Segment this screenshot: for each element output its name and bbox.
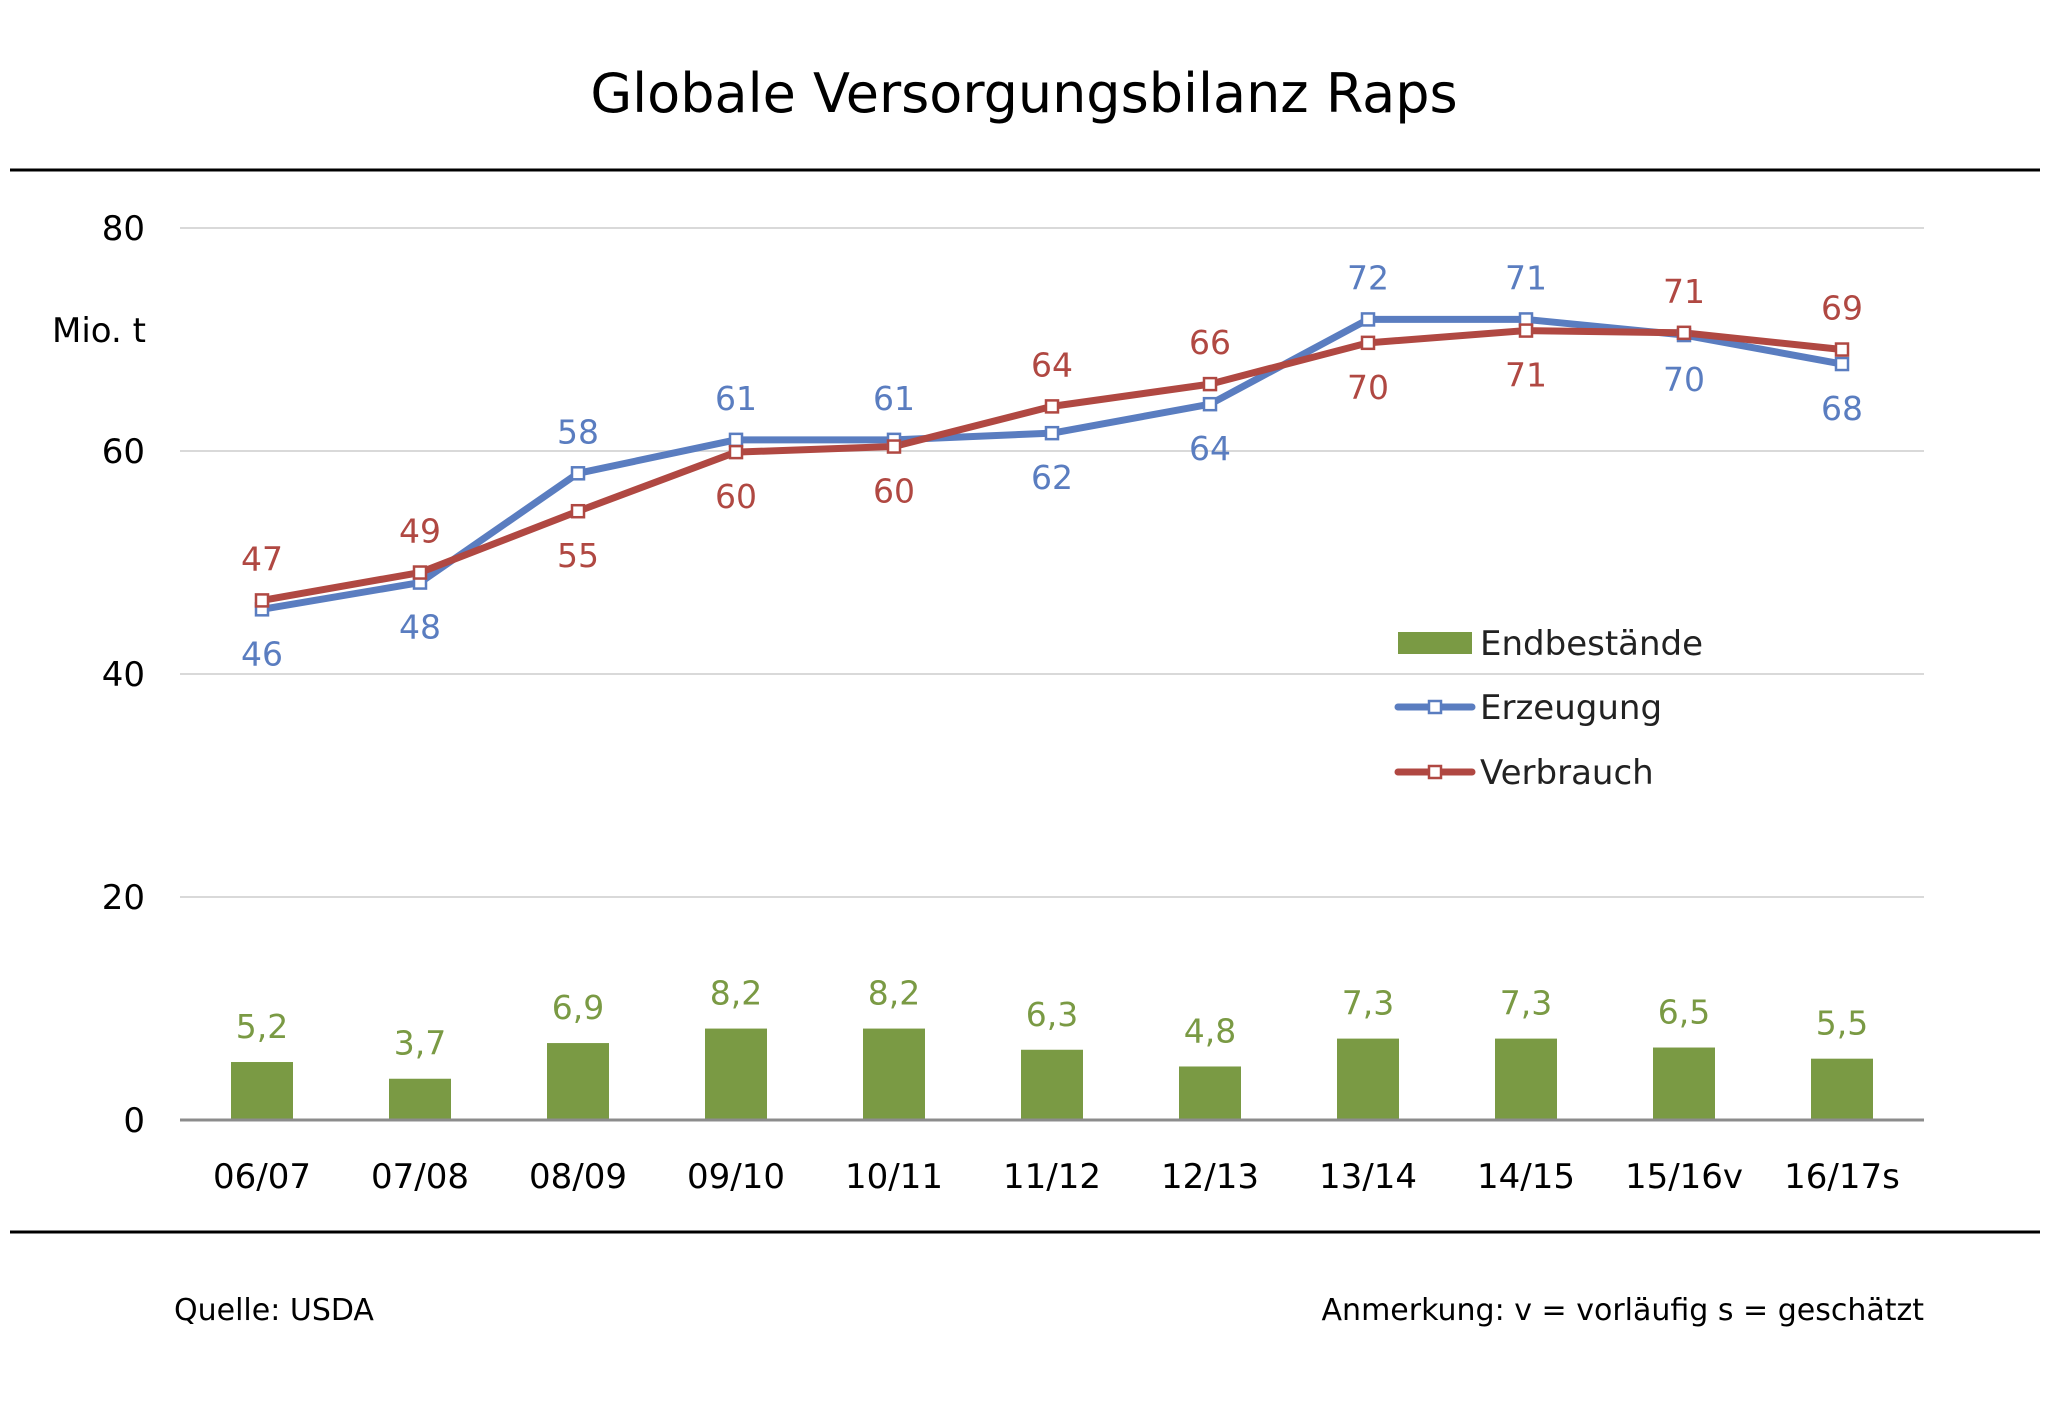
- marker-verbrauch: [570, 503, 586, 519]
- legend-swatch-endbestaende: [1398, 632, 1472, 654]
- bar-data-label: 6,3: [1026, 995, 1078, 1034]
- legend-label-endbestaende: Endbestände: [1480, 624, 1703, 664]
- line-data-label-erzeugung: 64: [1189, 429, 1231, 468]
- y-tick-label: 0: [123, 1101, 145, 1141]
- bar-data-label: 6,9: [552, 988, 604, 1027]
- line-data-label-erzeugung: 48: [399, 608, 441, 647]
- legend-label-erzeugung: Erzeugung: [1480, 688, 1662, 728]
- bar-data-label: 6,5: [1658, 993, 1710, 1032]
- bar-data-label: 7,3: [1342, 984, 1394, 1023]
- x-axis: 06/07 07/08 08/09 09/10 10/11 11/12 12/13 13/14…: [180, 1118, 1924, 1197]
- marker-verbrauch: [254, 593, 270, 608]
- line-data-label-erzeugung: 61: [715, 379, 757, 418]
- line-data-label-erzeugung: 71: [1505, 258, 1547, 297]
- marker-verbrauch: [728, 444, 744, 460]
- gridlines: [180, 227, 1924, 898]
- line-data-label-verbrauch: 55: [557, 536, 599, 575]
- line-data-label-verbrauch: 69: [1821, 289, 1863, 328]
- x-tick-label: 13/14: [1319, 1157, 1417, 1197]
- bar-data-label: 3,7: [394, 1024, 446, 1063]
- legend-marker-erzeugung: [1427, 699, 1443, 715]
- bar-endbestaende: [1653, 1047, 1715, 1120]
- line-data-label-erzeugung: 72: [1347, 258, 1389, 297]
- line-data-label-erzeugung: 58: [557, 412, 599, 451]
- line-data-label-erzeugung: 68: [1821, 389, 1863, 428]
- y-tick-label: 60: [102, 432, 145, 472]
- marker-verbrauch: [1044, 399, 1060, 414]
- bar-endbestaende: [863, 1028, 925, 1120]
- bar-endbestaende: [231, 1062, 293, 1120]
- marker-erzeugung: [728, 432, 744, 448]
- y-axis-ticks: 0 20 40 60 80: [102, 209, 145, 1141]
- line-data-label-verbrauch: 60: [715, 477, 757, 516]
- x-tick-label: 06/07: [213, 1157, 311, 1197]
- legend-marker-verbrauch: [1427, 764, 1443, 780]
- legend: Endbestände Erzeugung Verbrauch: [1394, 624, 1703, 793]
- series-lines: [254, 312, 1850, 617]
- line-data-label-erzeugung: 46: [241, 634, 283, 673]
- marker-verbrauch: [1676, 325, 1692, 341]
- line-data-label-erzeugung: 70: [1663, 360, 1705, 399]
- bar-endbestaende: [1337, 1038, 1399, 1120]
- x-tick-label: 08/09: [529, 1157, 627, 1197]
- marker-erzeugung: [1202, 396, 1218, 412]
- bar-endbestaende: [547, 1043, 609, 1120]
- line-data-label-verbrauch: 47: [241, 539, 283, 578]
- bar-endbestaende: [1179, 1066, 1241, 1120]
- x-tick-label: 15/16v: [1625, 1157, 1743, 1197]
- line-data-label-erzeugung: 62: [1031, 458, 1073, 497]
- bar-endbestaende: [1021, 1049, 1083, 1120]
- bar-endbestaende: [389, 1078, 451, 1120]
- chart-title: Globale Versorgungsbilanz Raps: [590, 62, 1457, 125]
- line-data-label-verbrauch: 71: [1663, 272, 1705, 311]
- marker-verbrauch: [1202, 376, 1218, 392]
- marker-erzeugung: [570, 466, 586, 481]
- line-data-label-verbrauch: 60: [873, 472, 915, 511]
- x-tick-label: 10/11: [845, 1157, 943, 1197]
- marker-verbrauch: [1360, 335, 1376, 351]
- bar-endbestaende: [705, 1028, 767, 1120]
- marker-verbrauch: [1834, 342, 1850, 357]
- bar-endbestaende: [1811, 1058, 1873, 1120]
- marker-erzeugung: [1044, 425, 1060, 441]
- line-data-label-verbrauch: 71: [1505, 356, 1547, 395]
- marker-erzeugung: [1360, 312, 1376, 327]
- line-data-label-verbrauch: 66: [1189, 323, 1231, 362]
- bar-data-label: 4,8: [1184, 1011, 1236, 1050]
- y-tick-label: 40: [102, 655, 145, 695]
- y-axis-unit-label: Mio. t: [52, 311, 146, 351]
- line-data-label-verbrauch: 49: [399, 512, 441, 551]
- source-note: Quelle: USDA: [174, 1293, 374, 1328]
- bar-endbestaende: [1495, 1038, 1557, 1120]
- y-tick-label: 80: [102, 209, 145, 249]
- x-tick-label: 11/12: [1003, 1157, 1101, 1197]
- bar-data-label: 5,2: [236, 1007, 288, 1046]
- x-tick-label: 16/17s: [1784, 1157, 1900, 1197]
- bar-data-label: 8,2: [868, 974, 920, 1013]
- marker-erzeugung: [1834, 356, 1850, 372]
- legend-label-verbrauch: Verbrauch: [1480, 753, 1654, 793]
- bar-data-label: 5,5: [1816, 1004, 1868, 1043]
- marker-verbrauch: [1518, 323, 1534, 338]
- y-tick-label: 20: [102, 878, 145, 918]
- line-data-label-erzeugung: 61: [873, 379, 915, 418]
- line-data-label-verbrauch: 70: [1347, 368, 1389, 407]
- bar-data-label: 7,3: [1500, 984, 1552, 1023]
- marker-verbrauch: [412, 565, 428, 580]
- annotation-note: Anmerkung: v = vorläufig s = geschätzt: [1322, 1293, 1925, 1328]
- x-tick-label: 12/13: [1161, 1157, 1259, 1197]
- bars-endbestaende: [231, 1028, 1873, 1120]
- line-data-label-verbrauch: 64: [1031, 345, 1073, 384]
- data-labels: 5,2 3,7 6,9 8,2 8,2 6,3 4,8 7,3 7,3 6,5 5,5 46 47 48 4…: [236, 258, 1868, 1062]
- x-tick-label: 09/10: [687, 1157, 785, 1197]
- x-tick-label: 07/08: [371, 1157, 469, 1197]
- x-tick-label: 14/15: [1477, 1157, 1575, 1197]
- marker-verbrauch: [886, 439, 902, 454]
- bar-data-label: 8,2: [710, 974, 762, 1013]
